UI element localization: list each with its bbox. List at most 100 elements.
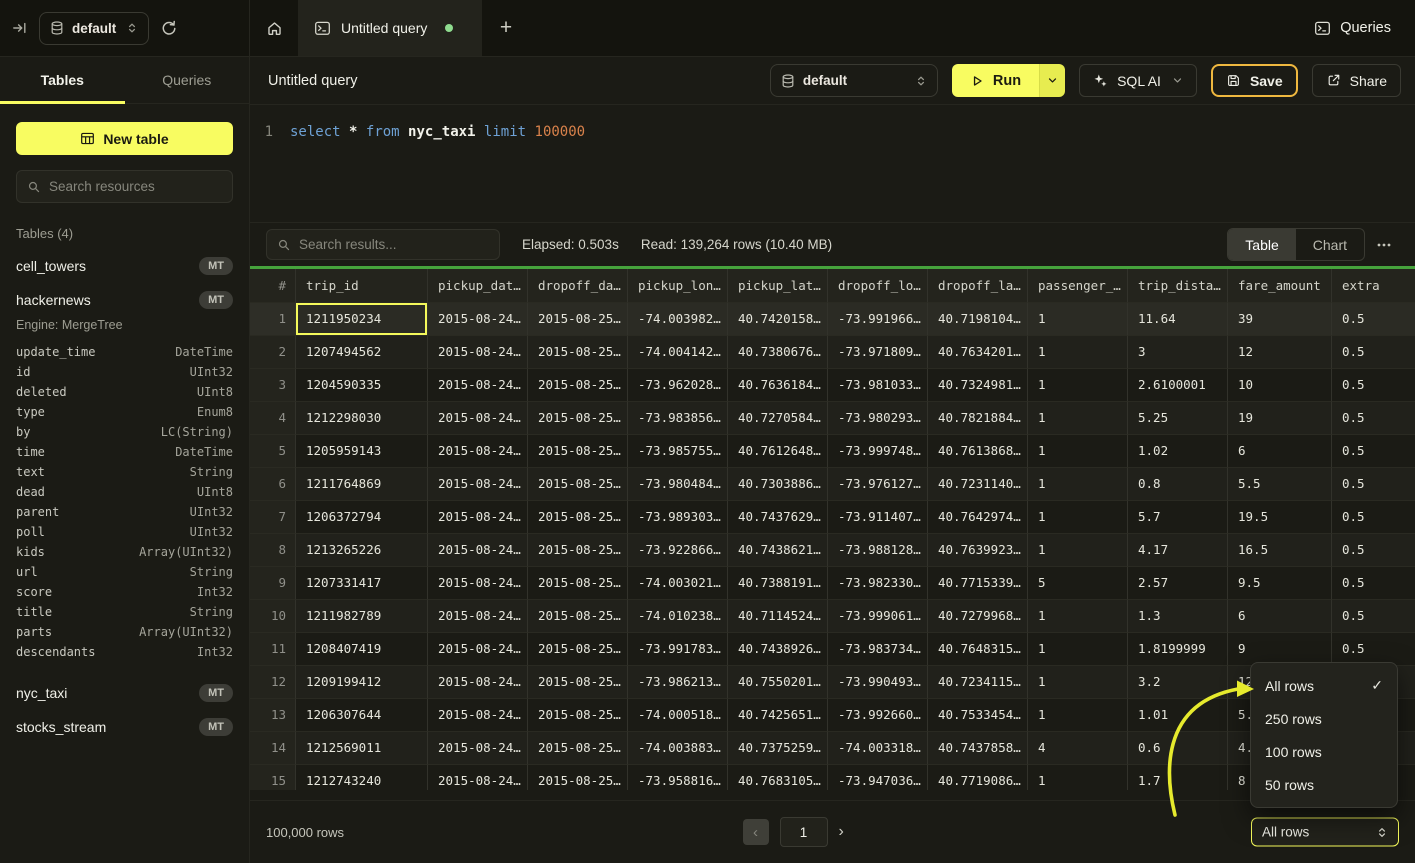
table-cell[interactable]: 1212743240 <box>296 765 428 790</box>
table-cell[interactable]: 3.2 <box>1128 666 1228 699</box>
current-page-indicator[interactable]: 1 <box>779 817 828 847</box>
table-cell[interactable]: 40.7388191… <box>728 567 828 600</box>
table-cell[interactable]: 1211982789 <box>296 600 428 633</box>
table-item-cell-towers[interactable]: cell_towers MT <box>16 249 233 283</box>
table-cell[interactable]: 40.7198104… <box>928 303 1028 336</box>
row-number[interactable]: 6 <box>250 468 296 501</box>
row-number[interactable]: 14 <box>250 732 296 765</box>
table-cell[interactable]: 2015-08-25… <box>528 534 628 567</box>
table-cell[interactable]: 1213265226 <box>296 534 428 567</box>
previous-page-button[interactable]: ‹ <box>742 819 769 845</box>
table-cell[interactable]: -74.003021… <box>628 567 728 600</box>
page-size-option[interactable]: All rows ✓ <box>1251 669 1397 702</box>
table-cell[interactable]: 2015-08-24… <box>428 732 528 765</box>
table-cell[interactable]: 1.3 <box>1128 600 1228 633</box>
table-cell[interactable]: 40.7438621… <box>728 534 828 567</box>
table-cell[interactable]: 4.17 <box>1128 534 1228 567</box>
table-cell[interactable]: 40.7613868… <box>928 435 1028 468</box>
table-cell[interactable]: 1 <box>1028 501 1128 534</box>
column-header[interactable]: pickup_lat… <box>728 269 828 303</box>
table-cell[interactable]: 40.7683105… <box>728 765 828 790</box>
table-cell[interactable]: 0.8 <box>1128 468 1228 501</box>
table-cell[interactable]: 2015-08-24… <box>428 666 528 699</box>
table-cell[interactable]: -73.999748… <box>828 435 928 468</box>
view-toggle-chart[interactable]: Chart <box>1296 229 1364 260</box>
view-toggle-table[interactable]: Table <box>1228 229 1296 260</box>
column-header[interactable]: trip_dista… <box>1128 269 1228 303</box>
column-header[interactable]: dropoff_la… <box>928 269 1028 303</box>
table-cell[interactable]: 5 <box>1028 567 1128 600</box>
table-cell[interactable]: 40.7231140… <box>928 468 1028 501</box>
table-cell[interactable]: 39 <box>1228 303 1332 336</box>
table-cell[interactable]: 40.7639923… <box>928 534 1028 567</box>
table-cell[interactable]: 40.7437629… <box>728 501 828 534</box>
table-cell[interactable]: 2015-08-24… <box>428 501 528 534</box>
row-number[interactable]: 11 <box>250 633 296 666</box>
table-cell[interactable]: -74.000518… <box>628 699 728 732</box>
table-cell[interactable]: 16.5 <box>1228 534 1332 567</box>
table-cell[interactable]: 1 <box>1028 666 1128 699</box>
table-cell[interactable]: 1.01 <box>1128 699 1228 732</box>
table-cell[interactable]: 2.57 <box>1128 567 1228 600</box>
queries-button[interactable]: Queries <box>1314 0 1415 56</box>
table-cell[interactable]: -73.983734… <box>828 633 928 666</box>
table-cell[interactable]: 0.5 <box>1332 402 1415 435</box>
table-cell[interactable]: 40.7648315… <box>928 633 1028 666</box>
table-cell[interactable]: 2015-08-25… <box>528 336 628 369</box>
table-cell[interactable]: 11.64 <box>1128 303 1228 336</box>
table-cell[interactable]: -73.922866… <box>628 534 728 567</box>
table-cell[interactable]: -73.986213… <box>628 666 728 699</box>
table-cell[interactable]: 1.8199999 <box>1128 633 1228 666</box>
column-header[interactable]: pickup_dat… <box>428 269 528 303</box>
refresh-button[interactable] <box>160 20 177 37</box>
table-cell[interactable]: 1212569011 <box>296 732 428 765</box>
table-cell[interactable]: 1209199412 <box>296 666 428 699</box>
table-cell[interactable]: 2015-08-25… <box>528 468 628 501</box>
table-cell[interactable]: -73.988128… <box>828 534 928 567</box>
table-cell[interactable]: 40.7719086… <box>928 765 1028 790</box>
table-cell[interactable]: 1.02 <box>1128 435 1228 468</box>
page-size-option[interactable]: 250 rows <box>1251 702 1397 735</box>
results-more-button[interactable] <box>1369 237 1399 253</box>
table-cell[interactable]: 2015-08-25… <box>528 600 628 633</box>
table-cell[interactable]: 1206307644 <box>296 699 428 732</box>
row-number[interactable]: 4 <box>250 402 296 435</box>
table-cell[interactable]: 0.5 <box>1332 336 1415 369</box>
table-cell[interactable]: 12 <box>1228 336 1332 369</box>
database-selector[interactable]: default <box>39 11 150 45</box>
table-cell[interactable]: 40.7533454… <box>928 699 1028 732</box>
table-cell[interactable]: 1 <box>1028 633 1128 666</box>
table-cell[interactable]: -73.962028… <box>628 369 728 402</box>
search-resources-input[interactable] <box>49 179 222 194</box>
column-header[interactable]: passenger_… <box>1028 269 1128 303</box>
table-cell[interactable]: 40.7821884… <box>928 402 1028 435</box>
table-cell[interactable]: -74.003883… <box>628 732 728 765</box>
row-number[interactable]: 13 <box>250 699 296 732</box>
table-cell[interactable]: 2015-08-25… <box>528 567 628 600</box>
row-number[interactable]: 9 <box>250 567 296 600</box>
table-cell[interactable]: 40.7437858… <box>928 732 1028 765</box>
collapse-sidebar-button[interactable] <box>12 20 28 36</box>
table-cell[interactable]: -73.983856… <box>628 402 728 435</box>
table-cell[interactable]: 1 <box>1028 534 1128 567</box>
table-cell[interactable]: 1.7 <box>1128 765 1228 790</box>
page-size-option[interactable]: 50 rows <box>1251 768 1397 801</box>
table-cell[interactable]: 1 <box>1028 468 1128 501</box>
table-cell[interactable]: 1207331417 <box>296 567 428 600</box>
table-cell[interactable]: 1207494562 <box>296 336 428 369</box>
column-header[interactable]: extra <box>1332 269 1415 303</box>
table-cell[interactable]: 1206372794 <box>296 501 428 534</box>
table-cell[interactable]: 19 <box>1228 402 1332 435</box>
table-cell[interactable]: 2015-08-25… <box>528 501 628 534</box>
table-cell[interactable]: 2015-08-25… <box>528 732 628 765</box>
table-cell[interactable]: -73.982330… <box>828 567 928 600</box>
table-cell[interactable]: 2015-08-25… <box>528 633 628 666</box>
table-cell[interactable]: 2015-08-25… <box>528 666 628 699</box>
table-cell[interactable]: 1 <box>1028 699 1128 732</box>
table-cell[interactable]: 0.5 <box>1332 303 1415 336</box>
column-header[interactable]: fare_amount <box>1228 269 1332 303</box>
table-cell[interactable]: 2015-08-24… <box>428 765 528 790</box>
table-cell[interactable]: 1 <box>1028 600 1128 633</box>
row-number[interactable]: 15 <box>250 765 296 790</box>
table-item-stocks-stream[interactable]: stocks_stream MT <box>16 710 233 744</box>
